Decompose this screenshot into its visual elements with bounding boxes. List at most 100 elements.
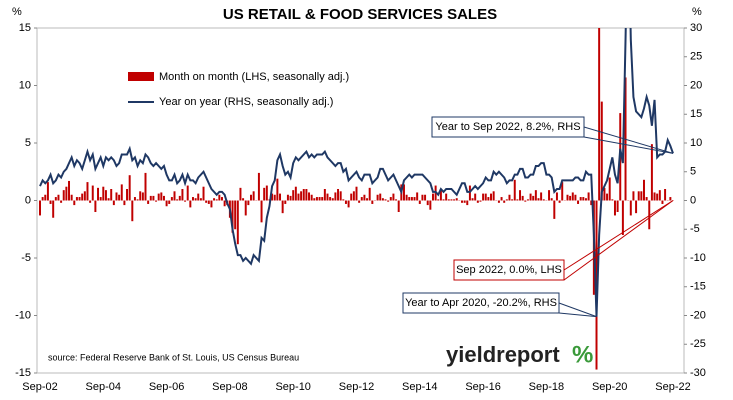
bar	[529, 193, 532, 201]
bar	[635, 200, 638, 214]
bar	[331, 198, 334, 201]
bar	[642, 179, 645, 201]
bar	[613, 200, 616, 216]
bar	[658, 190, 661, 201]
bar	[99, 197, 102, 201]
bar	[260, 200, 263, 223]
bar	[492, 191, 495, 201]
annotation: Year to Apr 2020, -20.2%, RHS	[405, 297, 557, 309]
bar	[468, 185, 471, 201]
bar	[305, 189, 308, 201]
source: source: Federal Reserve Bank of St. Loui…	[48, 352, 299, 362]
bar	[46, 182, 49, 201]
x-tick-label: Sep-06	[149, 381, 184, 393]
bar	[39, 200, 41, 216]
bar	[207, 200, 210, 204]
bar	[289, 195, 292, 201]
bar	[60, 200, 63, 203]
bar	[650, 144, 653, 201]
legend-label: Year on year (RHS, seasonally adj.)	[159, 96, 333, 108]
bar	[344, 200, 347, 204]
bar	[395, 199, 398, 201]
bar	[173, 191, 176, 201]
bar	[516, 199, 519, 201]
bar	[123, 200, 126, 206]
x-tick-label: Sep-16	[465, 381, 500, 393]
bar	[381, 198, 384, 201]
y2-tick-label: 0	[690, 194, 696, 206]
bar	[44, 194, 47, 201]
y-tick-label: 0	[25, 194, 31, 206]
logo: yieldreport	[446, 342, 560, 367]
bar	[54, 197, 57, 201]
bar	[265, 185, 268, 201]
y2-unit: %	[692, 6, 702, 18]
bar	[41, 197, 44, 201]
bar	[247, 200, 250, 206]
bar	[236, 200, 239, 245]
bar	[339, 191, 342, 201]
x-tick-label: Sep-22	[655, 381, 690, 393]
bar	[181, 189, 184, 201]
annotation: Sep 2022, 0.0%, LHS	[456, 264, 562, 276]
bar	[437, 199, 440, 201]
bar	[213, 198, 216, 201]
bar	[89, 200, 92, 203]
y-tick-label: -10	[15, 309, 31, 321]
bar	[402, 184, 405, 201]
bar	[91, 185, 94, 201]
bar	[337, 189, 340, 201]
bar	[511, 199, 514, 201]
bar	[302, 189, 305, 201]
logo-mark: %	[572, 341, 593, 368]
bar	[571, 192, 574, 201]
bar	[555, 192, 558, 201]
bar	[540, 192, 543, 201]
bar	[389, 197, 392, 201]
y2-tick-label: 10	[690, 137, 702, 149]
bar	[490, 193, 493, 201]
bar	[244, 200, 247, 216]
bar	[363, 194, 366, 201]
bar	[526, 199, 529, 201]
bar	[479, 200, 482, 202]
annotation-connector	[583, 136, 674, 154]
bar	[220, 197, 223, 201]
bar	[160, 192, 163, 201]
bar	[577, 200, 580, 204]
bar	[350, 193, 353, 201]
bar	[587, 192, 590, 201]
bar	[497, 200, 500, 203]
bar	[147, 200, 150, 204]
x-tick-label: Sep-18	[529, 381, 564, 393]
bar	[590, 200, 593, 206]
bar	[223, 200, 226, 207]
bar	[352, 191, 355, 201]
bar	[579, 197, 582, 201]
annotation-connector	[558, 302, 597, 318]
bar	[482, 193, 485, 201]
bar	[189, 200, 192, 208]
bar	[416, 192, 419, 201]
bar	[205, 200, 208, 203]
bar	[582, 197, 585, 201]
bar	[250, 194, 252, 201]
bar	[112, 200, 115, 206]
y2-tick-label: -10	[690, 252, 706, 264]
annotation-box	[453, 259, 565, 281]
bar	[271, 193, 274, 201]
bar	[115, 192, 118, 201]
legend-label: Month on month (LHS, seasonally adj.)	[159, 71, 349, 83]
bar	[653, 192, 656, 201]
bar	[131, 200, 134, 222]
y2-tick-label: -5	[690, 223, 700, 235]
x-tick-label: Sep-08	[212, 381, 247, 393]
bar	[421, 194, 424, 201]
bar	[252, 191, 255, 201]
bar	[500, 197, 503, 201]
bar	[165, 200, 168, 207]
bar	[476, 200, 479, 203]
bar	[162, 195, 165, 201]
bar	[300, 191, 303, 201]
bar	[471, 198, 474, 201]
